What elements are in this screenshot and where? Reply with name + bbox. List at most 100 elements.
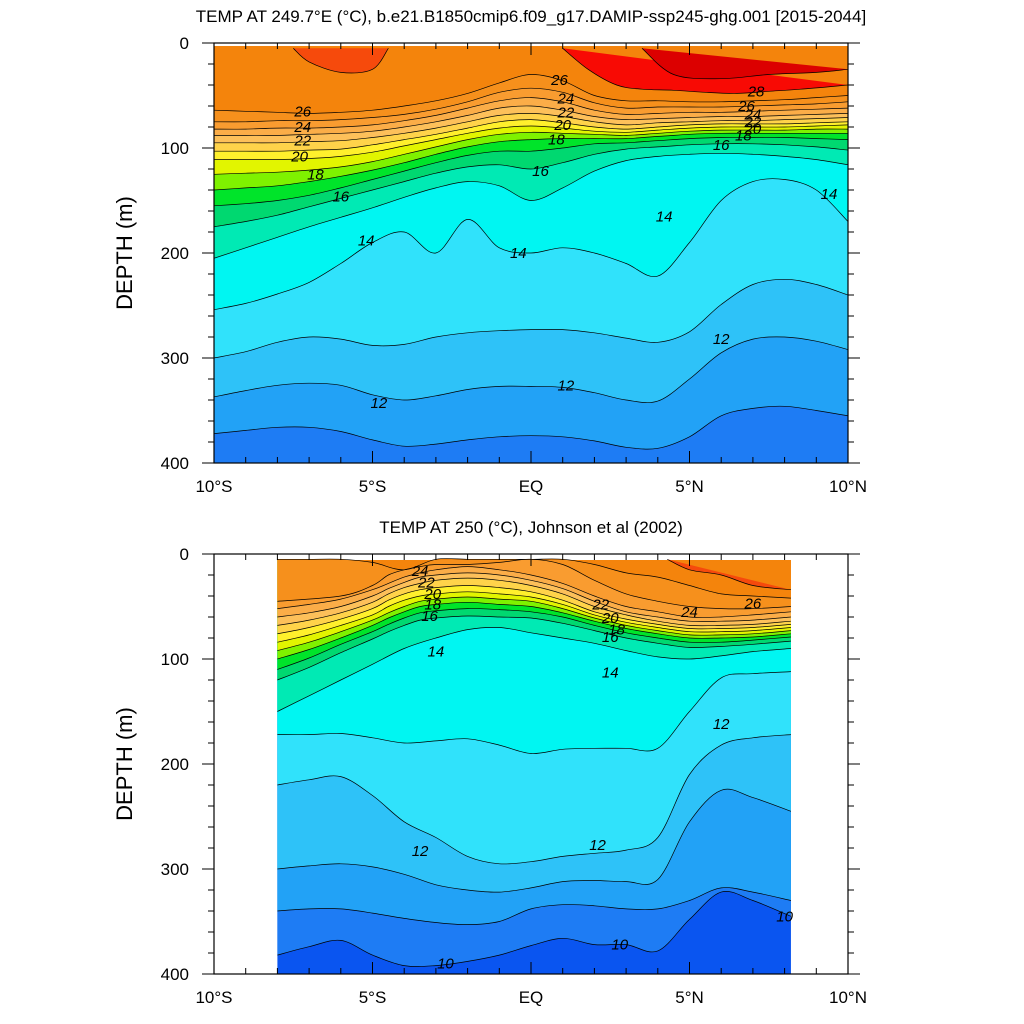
bottom-contour-label-18: 10 — [776, 908, 793, 925]
top-isotherm-21 — [214, 119, 848, 152]
top-isotherm-27 — [293, 48, 389, 74]
top-contour-label-20: 22 — [744, 114, 762, 131]
bottom-x-tick-label: 5°S — [359, 988, 387, 1007]
bottom-isotherm-10 — [277, 891, 792, 967]
top-isotherm-23 — [214, 105, 848, 136]
bottom-isotherm-20 — [277, 591, 791, 643]
top-contour-label-16: 26 — [550, 72, 568, 89]
bottom-isotherm-17 — [277, 608, 791, 670]
bottom-isotherm-lines — [277, 558, 792, 967]
top-y-axis-label: DEPTH (m) — [112, 196, 137, 310]
top-contour-label-25: 12 — [713, 331, 730, 348]
bottom-contour-label-13: 16 — [602, 629, 619, 646]
bottom-isotherm-25 — [277, 558, 791, 610]
top-contour-label-21: 20 — [744, 121, 762, 138]
bottom-contour-label-7: 12 — [412, 843, 429, 860]
bottom-contour-label-9: 12 — [713, 716, 730, 733]
top-y-tick-label: 100 — [161, 139, 189, 158]
top-contour-label-13: 20 — [553, 117, 571, 134]
top-contour-label-3: 20 — [290, 148, 308, 165]
top-isotherm-20 — [214, 124, 848, 160]
bottom-panel-title: TEMP AT 250 (°C), Johnson et al (2002) — [379, 518, 683, 537]
bottom-y-tick-label: 100 — [161, 650, 189, 669]
top-contour-label-9: 14 — [821, 186, 838, 203]
bottom-contour-label-14: 24 — [680, 604, 698, 621]
top-contour-label-23: 12 — [558, 377, 575, 394]
bottom-isotherm-11 — [277, 887, 791, 925]
bottom-isotherm-12 — [277, 788, 792, 893]
top-axes: 10°S 5°S EQ 5°N 10°N 0 100 200 300 400 — [161, 34, 867, 496]
bottom-contour-label-15: 26 — [744, 595, 762, 612]
bottom-axes: 10°S 5°S EQ 5°N 10°N 0 100 200 300 400 — [161, 545, 867, 1007]
bottom-isotherm-15 — [277, 627, 791, 712]
top-contour-label-19: 24 — [744, 106, 762, 123]
bottom-isotherm-27 — [667, 558, 791, 591]
top-contour-label-17: 28 — [747, 83, 765, 100]
top-x-tick-label: 10°S — [195, 477, 232, 496]
top-x-tick-label: EQ — [519, 477, 544, 496]
bottom-contour-label-0: 24 — [411, 563, 429, 580]
top-isotherm-11 — [214, 405, 848, 450]
top-isotherm-19 — [214, 128, 848, 175]
bottom-isotherm-18 — [277, 601, 791, 660]
top-contour-labels: 2624222018161414141416161820222426282624… — [290, 72, 837, 412]
bottom-x-tick-label: 10°N — [829, 988, 867, 1007]
bottom-isotherm-21 — [277, 585, 791, 635]
top-isotherm-14 — [214, 178, 848, 311]
top-y-tick-label: 200 — [161, 244, 189, 263]
bottom-x-tick-label: 5°N — [675, 988, 704, 1007]
bottom-contour-label-1: 22 — [417, 574, 435, 591]
top-isotherm-18 — [214, 132, 848, 191]
top-contour-label-7: 14 — [510, 245, 527, 262]
bottom-fill-27 — [667, 559, 791, 590]
top-contour-label-0: 26 — [293, 103, 311, 120]
bottom-y-tick-label: 300 — [161, 860, 189, 879]
bottom-isotherm-22 — [277, 577, 791, 627]
bottom-x-tick-label: 10°S — [195, 988, 232, 1007]
bottom-fill-26 — [277, 558, 791, 599]
bottom-contour-label-12: 18 — [608, 622, 625, 639]
top-isotherm-25 — [214, 87, 848, 123]
bottom-contour-label-16: 10 — [437, 956, 454, 973]
top-contour-label-6: 14 — [358, 232, 375, 249]
bottom-isotherm-19 — [277, 596, 791, 651]
top-contour-label-15: 24 — [557, 91, 575, 108]
top-contour-label-8: 14 — [656, 208, 673, 225]
top-y-tick-label: 400 — [161, 454, 189, 473]
bottom-isotherm-16 — [277, 615, 791, 681]
top-isotherm-13 — [214, 278, 848, 359]
top-contour-label-24: 12 — [370, 395, 387, 412]
top-contour-label-5: 16 — [332, 188, 349, 205]
bottom-contour-label-10: 22 — [591, 596, 609, 613]
top-fill-29 — [642, 48, 848, 79]
bottom-contour-label-8: 12 — [589, 837, 606, 854]
top-x-tick-label: 10°N — [829, 477, 867, 496]
top-isotherm-29 — [641, 48, 848, 80]
top-contour-label-10: 16 — [532, 163, 549, 180]
top-isotherm-26 — [214, 74, 848, 114]
top-contour-label-18: 26 — [737, 98, 755, 115]
bottom-y-axis-label: DEPTH (m) — [112, 707, 137, 821]
bottom-y-tick-label: 400 — [161, 965, 189, 984]
top-contour-label-12: 18 — [548, 132, 565, 149]
top-isotherm-22 — [214, 113, 848, 144]
top-contour-label-2: 22 — [293, 133, 311, 150]
bottom-y-tick-label: 200 — [161, 755, 189, 774]
top-y-tick-label: 0 — [180, 34, 189, 53]
bottom-contour-label-2: 20 — [423, 586, 441, 603]
top-contour-label-14: 22 — [557, 104, 575, 121]
top-isotherm-28 — [562, 48, 848, 94]
bottom-contour-label-3: 18 — [424, 596, 441, 613]
top-isotherm-24 — [214, 97, 848, 130]
bottom-isotherm-13 — [277, 734, 791, 865]
top-isotherm-lines — [214, 48, 848, 450]
top-fill-27 — [293, 48, 389, 74]
bottom-contour-label-4: 16 — [421, 608, 438, 625]
bottom-isotherm-23 — [277, 572, 791, 622]
bottom-contour-label-17: 10 — [611, 937, 628, 954]
bottom-contour-fills — [277, 558, 791, 974]
bottom-x-tick-label: EQ — [519, 988, 544, 1007]
top-y-tick-label: 300 — [161, 349, 189, 368]
